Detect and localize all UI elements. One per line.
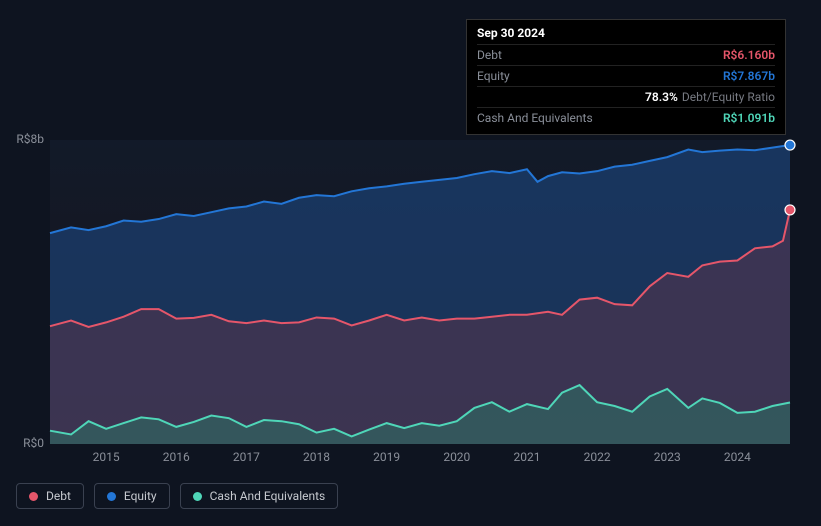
legend-label: Debt <box>46 489 71 503</box>
tooltip-key: Cash And Equivalents <box>477 111 593 125</box>
x-tick-label: 2016 <box>163 450 190 464</box>
tooltip-value: R$6.160b <box>723 48 775 62</box>
tooltip-row: Cash And Equivalents R$1.091b <box>477 107 775 128</box>
legend-item[interactable]: Equity <box>94 483 170 509</box>
chart-tooltip: Sep 30 2024 Debt R$6.160b Equity R$7.867b 78… <box>466 19 786 135</box>
tooltip-date: Sep 30 2024 <box>477 26 775 44</box>
tooltip-suffix: Debt/Equity Ratio <box>682 90 775 104</box>
chart-legend: Debt Equity Cash And Equivalents <box>16 483 338 509</box>
legend-dot-icon <box>29 492 38 501</box>
legend-label: Equity <box>124 489 157 503</box>
x-tick-label: 2018 <box>303 450 330 464</box>
tooltip-value: 78.3% <box>645 90 678 104</box>
x-tick-label: 2023 <box>654 450 681 464</box>
x-tick-label: 2024 <box>724 450 751 464</box>
tooltip-row: Debt R$6.160b <box>477 44 775 65</box>
x-tick-label: 2019 <box>373 450 400 464</box>
tooltip-row: Equity R$7.867b <box>477 65 775 86</box>
legend-dot-icon <box>107 492 116 501</box>
legend-label: Cash And Equivalents <box>210 489 326 503</box>
legend-item[interactable]: Debt <box>16 483 84 509</box>
chart-container: Sep 30 2024 Debt R$6.160b Equity R$7.867b 78… <box>16 0 805 510</box>
end-marker-debt <box>785 205 795 215</box>
end-marker-equity <box>785 140 795 150</box>
legend-dot-icon <box>193 492 202 501</box>
x-tick-label: 2021 <box>513 450 540 464</box>
tooltip-key: Debt <box>477 48 502 62</box>
x-tick-label: 2020 <box>443 450 470 464</box>
tooltip-value: R$7.867b <box>723 69 775 83</box>
tooltip-key: Equity <box>477 69 510 83</box>
y-tick-label: R$8b <box>4 132 44 146</box>
x-tick-label: 2017 <box>233 450 260 464</box>
y-tick-label: R$0 <box>4 436 44 450</box>
x-tick-label: 2022 <box>584 450 611 464</box>
legend-item[interactable]: Cash And Equivalents <box>180 483 339 509</box>
x-tick-label: 2015 <box>93 450 120 464</box>
tooltip-row: 78.3% Debt/Equity Ratio <box>477 86 775 107</box>
tooltip-value: R$1.091b <box>723 111 775 125</box>
